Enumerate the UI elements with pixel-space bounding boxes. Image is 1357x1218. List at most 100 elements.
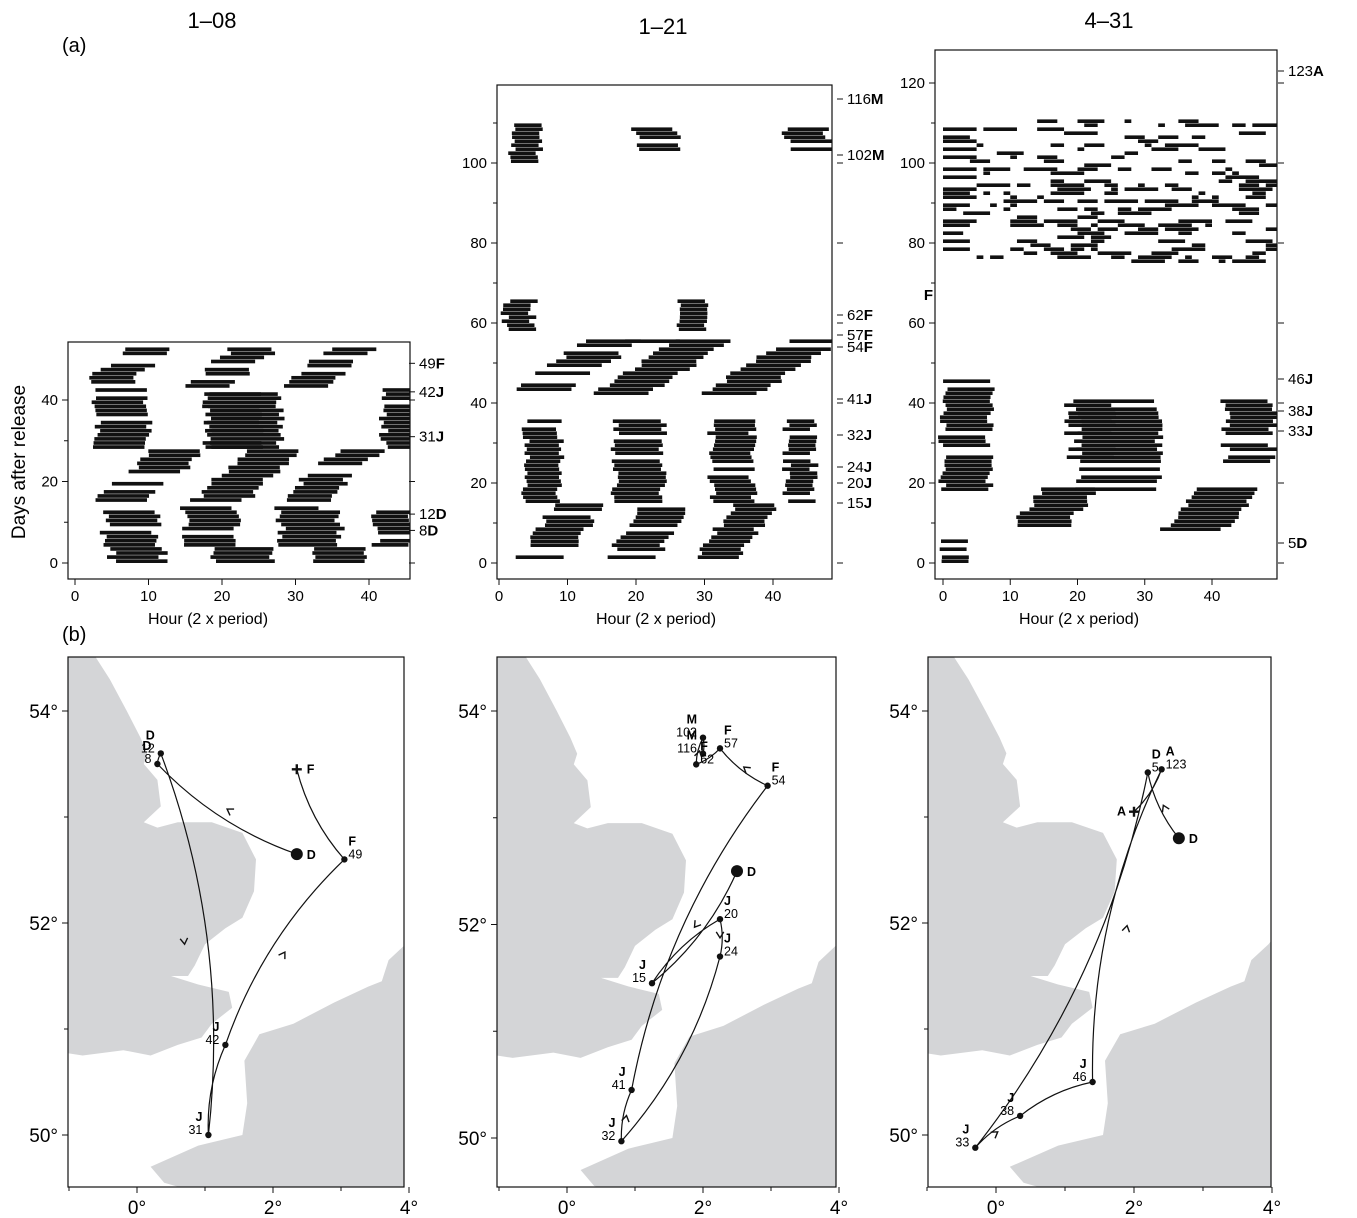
activity-bar	[619, 431, 667, 435]
activity-bar	[510, 155, 538, 159]
event-code: D	[436, 506, 447, 523]
activity-bar	[789, 339, 832, 343]
activity-bar	[1225, 175, 1260, 179]
release-code: D	[307, 848, 316, 862]
event-label: 49F	[419, 355, 445, 372]
y-tick-label: 0	[479, 555, 487, 572]
activity-bar	[1265, 183, 1277, 187]
event-code: J	[1305, 403, 1313, 420]
event-label: 41J	[847, 391, 872, 408]
activity-bar	[1164, 183, 1179, 187]
activity-bar	[94, 437, 146, 441]
actogram-title-2: 1–21	[639, 14, 688, 39]
activity-bar	[287, 494, 332, 498]
activity-bar	[532, 531, 581, 535]
event-code: F	[864, 307, 873, 324]
position-code: D	[142, 739, 151, 753]
activity-bar	[1017, 523, 1072, 527]
activity-bar	[95, 498, 147, 502]
activity-bar	[293, 490, 338, 494]
event-day: 20	[847, 475, 864, 492]
activity-bar	[1034, 503, 1089, 507]
activity-bar	[784, 135, 826, 139]
activity-bar	[210, 408, 284, 413]
activity-bar	[237, 457, 290, 462]
activity-bar	[1225, 431, 1273, 435]
activity-bar	[103, 543, 155, 547]
position-dot	[618, 1138, 625, 1145]
activity-bar	[1090, 223, 1098, 227]
activity-bar	[1191, 195, 1199, 199]
track-arrow	[278, 951, 286, 960]
activity-bar	[713, 423, 755, 427]
activity-bar	[976, 255, 984, 259]
activity-bar	[556, 359, 611, 363]
event-day: 12	[419, 506, 436, 523]
y-tick-label: 100	[462, 155, 487, 172]
activity-bar	[593, 391, 649, 395]
activity-bar	[315, 555, 367, 559]
activity-bar	[941, 539, 968, 543]
activity-bar	[680, 311, 708, 315]
event-day: 32	[847, 427, 864, 444]
activity-bar	[501, 319, 530, 323]
activity-bar	[546, 519, 595, 523]
activity-bar	[1084, 143, 1105, 147]
activity-bar	[1225, 219, 1253, 223]
activity-bar	[598, 387, 653, 391]
position-dot	[716, 915, 724, 923]
activity-bar	[943, 223, 970, 227]
activity-bar	[1117, 223, 1145, 227]
activity-bar	[730, 371, 786, 375]
activity-bar	[1178, 119, 1199, 123]
activity-bar	[1196, 487, 1258, 491]
event-day: 15	[847, 495, 864, 512]
event-label: 5D	[1288, 535, 1307, 552]
activity-bar	[503, 303, 531, 307]
y-tick-label: 40	[41, 392, 58, 409]
activity-bar	[711, 535, 753, 539]
release-point	[290, 848, 303, 861]
track-arrow	[742, 766, 751, 774]
activity-bar	[1138, 139, 1159, 143]
activity-bar	[1124, 231, 1159, 235]
map-land	[68, 657, 404, 1187]
activity-bar	[1224, 407, 1273, 411]
activity-bar	[95, 388, 147, 392]
activity-bar	[372, 522, 410, 527]
activity-bar	[614, 495, 663, 499]
activity-bar	[622, 371, 678, 375]
activity-bar	[1050, 183, 1085, 187]
y-tick-label: 80	[470, 235, 487, 252]
activity-bar	[1170, 523, 1232, 527]
x-tick-label: 40	[361, 588, 378, 605]
activity-bar	[1076, 447, 1158, 451]
land-continent	[1009, 941, 1271, 1187]
y-tick-label: 20	[41, 474, 58, 491]
activity-bar	[789, 423, 817, 427]
activity-bar	[609, 383, 665, 387]
position-code: J	[1007, 1091, 1014, 1105]
event-label: 31J	[419, 429, 444, 446]
activity-bar	[307, 473, 352, 478]
activity-bar	[307, 363, 352, 368]
activity-bar	[1064, 431, 1112, 435]
activity-bar	[702, 551, 744, 555]
activity-bar	[1090, 211, 1105, 215]
activity-bar	[91, 400, 144, 405]
activity-bar	[1041, 487, 1095, 491]
activity-bar	[207, 420, 259, 425]
activity-bar	[1050, 179, 1065, 183]
activity-bar	[633, 519, 682, 523]
position-day: 12	[141, 741, 155, 755]
activity-bar	[1077, 167, 1098, 171]
activity-bar	[1158, 123, 1165, 127]
track-arrow	[1121, 924, 1131, 933]
activity-bar	[94, 424, 147, 429]
activity-bar	[116, 559, 168, 563]
activity-bar	[211, 477, 263, 482]
activity-bar	[1198, 147, 1226, 151]
event-code: J	[864, 427, 872, 444]
release-code: D	[747, 865, 756, 879]
